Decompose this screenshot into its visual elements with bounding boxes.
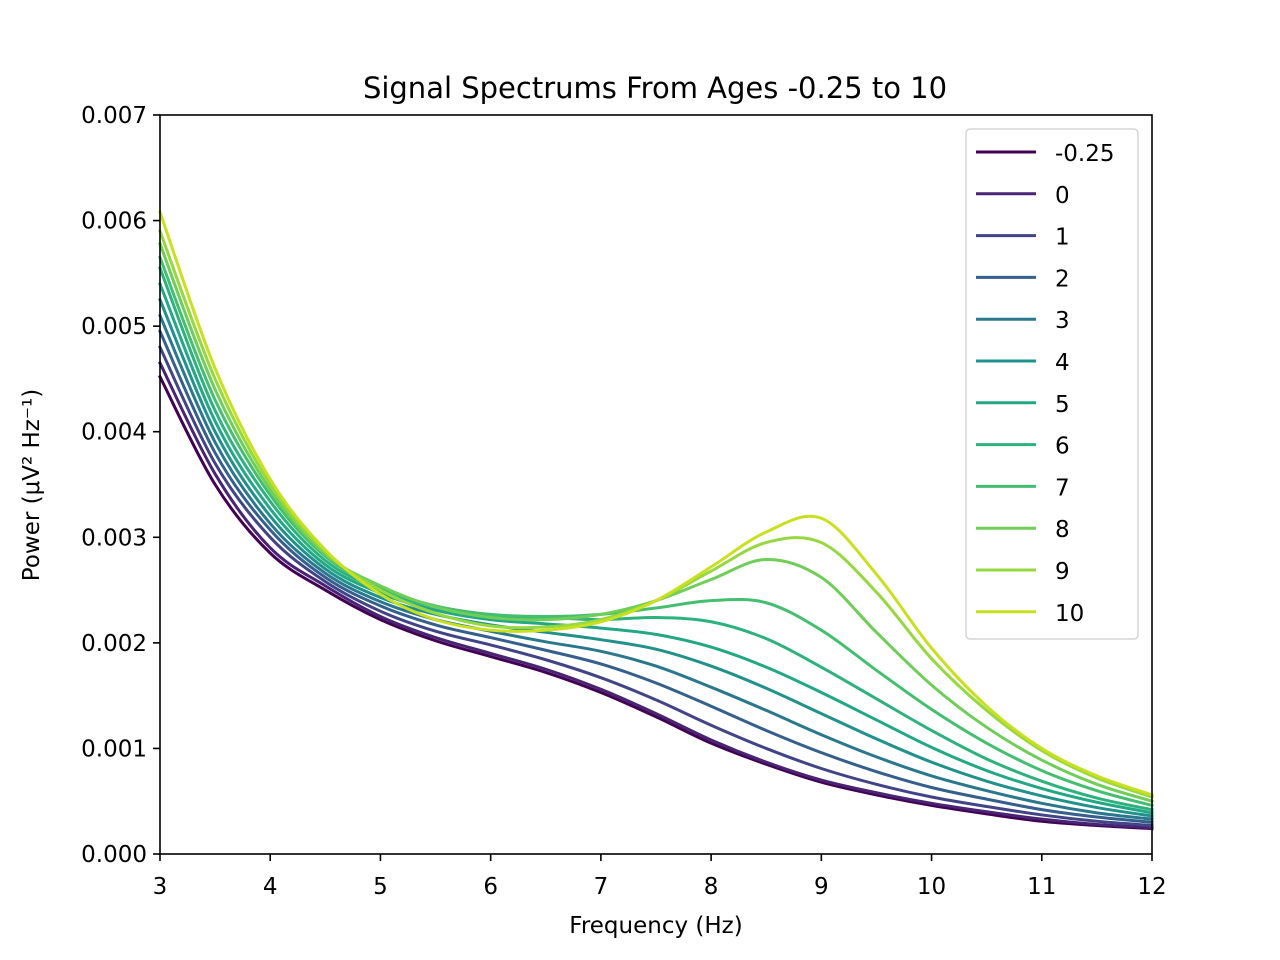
legend-label: 2 (1055, 266, 1070, 292)
legend: -0.25 0 1 2 3 4 5 6 7 8 9 10 (965, 128, 1139, 640)
x-tick-label: 6 (483, 874, 498, 900)
legend-item: 1 (976, 225, 1070, 251)
legend-item: 6 (976, 434, 1070, 460)
y-tick-label: 0.004 (81, 420, 147, 446)
legend-label: 3 (1055, 308, 1070, 334)
series-line-6 (158, 266, 1154, 812)
y-tick-label: 0.002 (81, 631, 147, 657)
legend-label: 7 (1055, 475, 1070, 501)
legend-label: 6 (1055, 434, 1070, 460)
legend-label: 10 (1055, 601, 1084, 627)
legend-label: 0 (1055, 183, 1070, 209)
series-line-0 (157, 361, 1154, 830)
series-line-1 (158, 345, 1154, 828)
series-line-2 (158, 329, 1154, 824)
x-axis: 3 4 5 6 7 8 9 10 11 12 (153, 854, 1167, 900)
y-tick-label: 0.003 (81, 525, 147, 551)
y-axis-label: Power (μV² Hz⁻¹) (19, 389, 45, 581)
legend-item: 8 (976, 517, 1070, 543)
series-line-5 (158, 281, 1154, 815)
series-line-4 (158, 297, 1154, 818)
legend-item: 0 (976, 183, 1070, 209)
x-tick-label: 9 (814, 874, 829, 900)
x-tick-label: 7 (594, 874, 609, 900)
legend-item: 3 (976, 308, 1070, 334)
y-tick-label: 0.007 (81, 103, 147, 129)
legend-frame (965, 128, 1139, 640)
legend-label: 1 (1055, 225, 1070, 251)
legend-item: 9 (976, 559, 1070, 585)
x-tick-label: 4 (263, 874, 278, 900)
legend-item: 5 (976, 392, 1070, 418)
y-tick-label: 0.000 (81, 842, 147, 868)
series-line--0.25 (157, 374, 1154, 831)
y-tick-label: 0.005 (81, 314, 147, 340)
y-tick-label: 0.006 (81, 209, 147, 235)
legend-label: 5 (1055, 392, 1070, 418)
y-axis: 0.000 0.001 0.002 0.003 0.004 0.005 0.006 0.007 (81, 103, 160, 868)
legend-item: 10 (976, 601, 1084, 627)
x-axis-label: Frequency (Hz) (569, 913, 742, 939)
x-tick-label: 3 (153, 874, 168, 900)
series-line-3 (158, 313, 1154, 821)
x-tick-label: 8 (704, 874, 719, 900)
y-tick-label: 0.001 (81, 736, 147, 762)
legend-item: 7 (976, 475, 1070, 501)
legend-label: -0.25 (1055, 141, 1115, 167)
legend-item: -0.25 (976, 141, 1115, 167)
legend-label: 9 (1055, 559, 1070, 585)
x-tick-label: 12 (1137, 874, 1166, 900)
legend-label: 4 (1055, 350, 1070, 376)
legend-item: 2 (976, 266, 1070, 292)
x-tick-label: 5 (373, 874, 388, 900)
legend-item: 4 (976, 350, 1070, 376)
chart-title: Signal Spectrums From Ages -0.25 to 10 (363, 71, 947, 105)
x-tick-label: 10 (917, 874, 946, 900)
series-line-8 (158, 241, 1154, 804)
series-line-10 (158, 210, 1154, 797)
series-layer (157, 210, 1154, 831)
x-tick-label: 11 (1027, 874, 1056, 900)
plot-frame (159, 114, 1153, 855)
legend-label: 8 (1055, 517, 1070, 543)
